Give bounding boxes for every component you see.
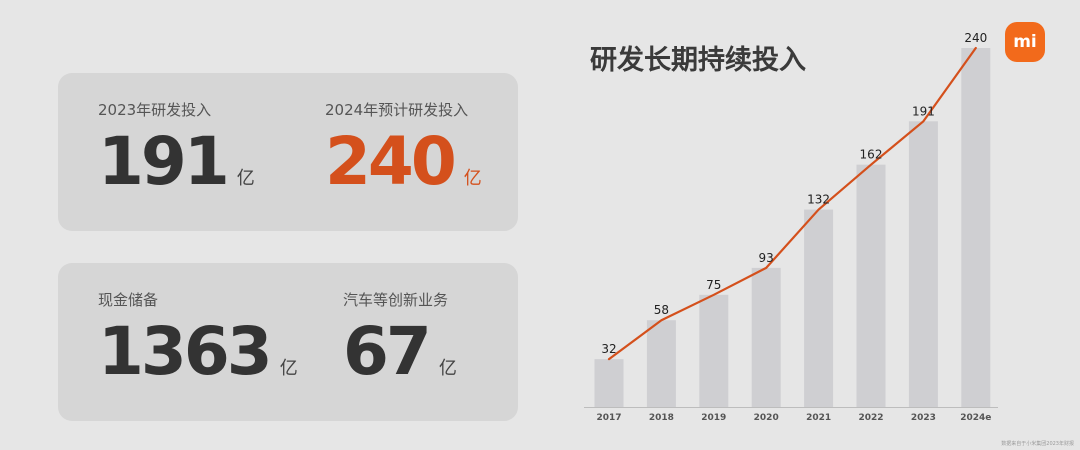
data-label-2023: 191 (912, 104, 935, 118)
data-label-2018: 58 (654, 303, 669, 317)
data-label-2017: 32 (601, 342, 616, 356)
rd-2023-number: 191 (98, 123, 230, 200)
rd-2024e-value: 240 亿 (325, 129, 482, 195)
data-label-2024e: 240 (964, 31, 987, 45)
bar-2017 (594, 359, 624, 407)
rd-2024e-number: 240 (325, 123, 457, 200)
logo-text: mi (1013, 32, 1037, 52)
cash-unit: 亿 (279, 358, 298, 379)
innovation-value: 67 亿 (343, 319, 457, 385)
tick-label-2018: 2018 (649, 413, 674, 423)
rd-2023-unit: 亿 (236, 168, 255, 189)
cash-value: 1363 亿 (98, 319, 298, 385)
tick-label-2021: 2021 (806, 413, 831, 423)
rd-2023-label: 2023年研发投入 (98, 101, 212, 119)
innovation-number: 67 (343, 313, 432, 390)
bar-2018 (646, 320, 676, 407)
bar-2024e (961, 48, 991, 407)
innovation-unit: 亿 (438, 358, 457, 379)
cash-stats-card: 现金储备 1363 亿 汽车等创新业务 67 亿 (58, 263, 518, 421)
tick-label-2020: 2020 (754, 413, 779, 423)
cash-label: 现金储备 (98, 291, 159, 309)
footnote: 数据来自于小米集团2023年财报 (1001, 441, 1074, 447)
bar-2019 (699, 294, 729, 407)
cash-number: 1363 (98, 313, 273, 390)
data-label-2019: 75 (706, 278, 721, 292)
data-label-2021: 132 (807, 193, 830, 207)
data-label-2020: 93 (759, 251, 774, 265)
bar-2020 (751, 267, 781, 407)
rd-2023-value: 191 亿 (98, 129, 255, 195)
trend-line (607, 46, 977, 361)
chart-title: 研发长期持续投入 (590, 45, 806, 76)
tick-label-2023: 2023 (911, 413, 936, 423)
rd-stats-card: 2023年研发投入 191 亿 2024年预计研发投入 240 亿 (58, 73, 518, 231)
innovation-label: 汽车等创新业务 (343, 291, 449, 309)
tick-label-2019: 2019 (701, 413, 726, 423)
bar-2021 (804, 209, 834, 407)
tick-label-2017: 2017 (596, 413, 621, 423)
rd-2024e-label: 2024年预计研发投入 (325, 101, 469, 119)
xiaomi-logo: mi (1005, 22, 1045, 62)
bar-2022 (856, 164, 886, 407)
rd-2024e-unit: 亿 (463, 168, 482, 189)
tick-label-2024e: 2024e (960, 413, 991, 423)
tick-label-2022: 2022 (858, 413, 883, 423)
bar-2023 (908, 121, 938, 407)
data-label-2022: 162 (860, 148, 883, 162)
